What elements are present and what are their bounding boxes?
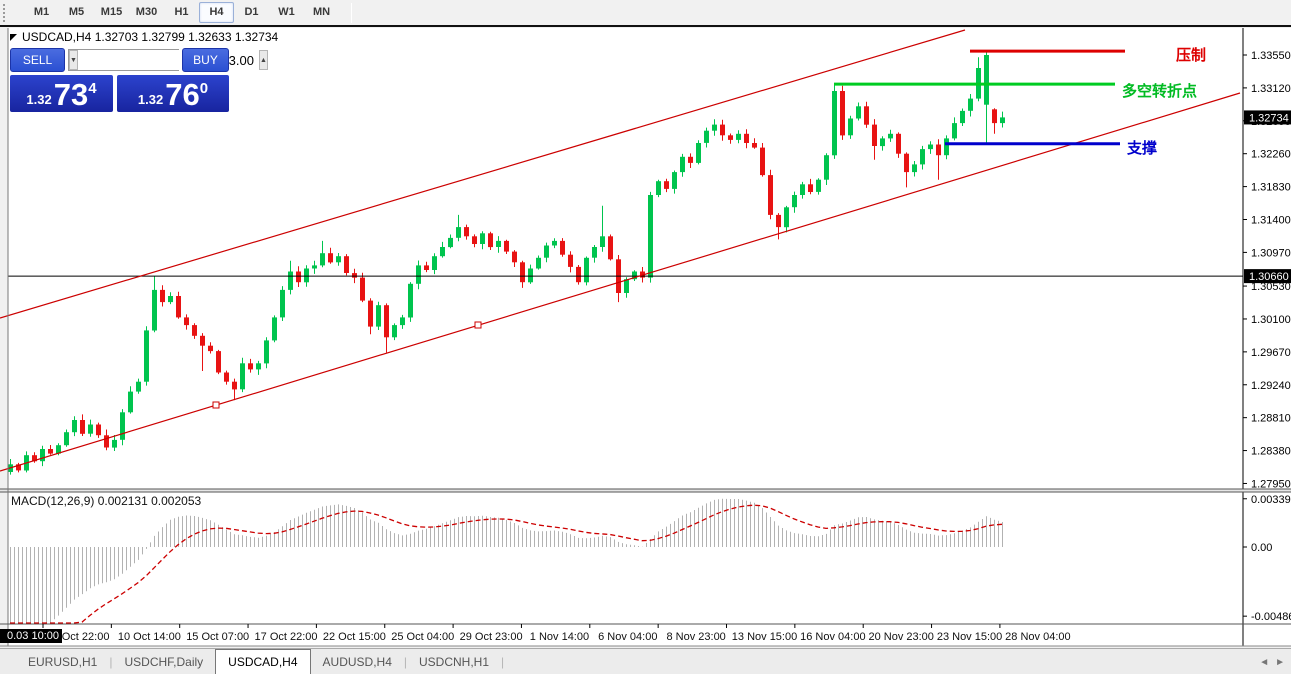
svg-text:1.30660: 1.30660 (1249, 271, 1289, 283)
sell-price-pips: 73 (53, 77, 89, 112)
svg-text:1.29240: 1.29240 (1251, 380, 1291, 392)
svg-text:1.28380: 1.28380 (1251, 446, 1291, 458)
svg-text:16 Nov 04:00: 16 Nov 04:00 (800, 631, 865, 643)
sell-price-point: 4 (88, 80, 97, 97)
timeframe-button-h4-active[interactable]: H4 (199, 2, 234, 23)
svg-text:25 Oct 04:00: 25 Oct 04:00 (391, 631, 454, 643)
svg-text:5 Oct 22:00: 5 Oct 22:00 (53, 631, 110, 643)
sell-button[interactable]: SELL (10, 48, 65, 72)
time-axis[interactable]: 5 Oct 22:00 10 Oct 14:00 15 Oct 07:00 17 Oc… (42, 624, 1071, 643)
pivot-label[interactable]: 多空转折点 (1122, 82, 1198, 100)
macd-signal-value: 0.002053 (151, 494, 202, 508)
svg-text:1.31400: 1.31400 (1251, 214, 1291, 226)
tab-usdchf-daily[interactable]: USDCHF,Daily (124, 655, 204, 669)
trend-channel-lines[interactable] (0, 29, 1241, 472)
svg-text:28 Nov 04:00: 28 Nov 04:00 (1005, 631, 1070, 643)
toolbar-separator (351, 2, 352, 23)
svg-text:1.28810: 1.28810 (1251, 413, 1291, 425)
timeframe-button-mn[interactable]: MN (312, 6, 331, 18)
price-axis[interactable]: 1.335501.331201.326901.322601.318301.314… (1242, 28, 1291, 646)
timeframe-button-m30[interactable]: M30 (135, 6, 158, 18)
tab-scroll-left-icon[interactable]: ◄ (1259, 657, 1270, 668)
current-price-box (1244, 110, 1291, 125)
tab-scroll-right-icon[interactable]: ► (1275, 657, 1285, 668)
timeframe-toolbar: M1 M5 M15 M30 H1 H4 D1 W1 MN (0, 0, 1291, 27)
svg-text:17 Oct 22:00: 17 Oct 22:00 (255, 631, 318, 643)
svg-text:1.30530: 1.30530 (1251, 281, 1291, 293)
resistance-label[interactable]: 压制 (1176, 46, 1207, 64)
macd-signal-line (10, 504, 1003, 624)
svg-text:-0.004862: -0.004862 (1251, 611, 1291, 623)
time-axis-marker: 0.03 10:00 (0, 629, 62, 643)
support-label[interactable]: 支撑 (1127, 139, 1158, 157)
svg-text:15 Oct 07:00: 15 Oct 07:00 (186, 631, 249, 643)
buy-price-prefix: 1.32 (137, 92, 164, 107)
svg-text:22 Oct 15:00: 22 Oct 15:00 (323, 631, 386, 643)
timeframe-button-m5[interactable]: M5 (68, 6, 85, 18)
one-click-trading-panel: SELL ▼ ▲ BUY 1.32 73 4 1.32 76 0 (10, 46, 268, 112)
tab-audusd-h4[interactable]: AUDUSD,H4 (322, 655, 392, 669)
level-lines[interactable] (834, 49, 1125, 146)
timeframe-button-w1[interactable]: W1 (278, 6, 295, 18)
chart-tab-bar: EURUSD,H1 | USDCHF,Daily USDCAD,H4 AUDUS… (0, 648, 1291, 674)
timeframe-button-m1[interactable]: M1 (33, 6, 50, 18)
macd-indicator-label: MACD(12,26,9) 0.002131 0.002053 (11, 494, 201, 508)
svg-text:6 Nov 04:00: 6 Nov 04:00 (598, 631, 657, 643)
macd-histogram (10, 498, 1003, 623)
tab-eurusd-h1[interactable]: EURUSD,H1 (28, 655, 98, 669)
svg-text:1.32260: 1.32260 (1251, 149, 1291, 161)
svg-text:20 Nov 23:00: 20 Nov 23:00 (868, 631, 933, 643)
svg-text:1.30100: 1.30100 (1251, 314, 1291, 326)
svg-text:1.27950: 1.27950 (1251, 478, 1291, 490)
price-chart[interactable]: 1.335501.331201.326901.322601.318301.314… (0, 0, 1291, 648)
svg-text:10 Oct 14:00: 10 Oct 14:00 (118, 631, 181, 643)
svg-text:1.31830: 1.31830 (1251, 182, 1291, 194)
macd-name: MACD(12,26,9) (11, 494, 95, 508)
macd-value: 0.002131 (97, 494, 148, 508)
volume-increase-icon[interactable]: ▲ (258, 50, 268, 70)
level-price-box (1244, 269, 1291, 284)
timeframe-button-d1[interactable]: D1 (244, 6, 259, 18)
volume-decrease-icon[interactable]: ▼ (69, 50, 78, 70)
svg-text:1.33550: 1.33550 (1251, 50, 1291, 62)
svg-text:1.30970: 1.30970 (1251, 247, 1291, 259)
svg-text:1.32734: 1.32734 (1249, 112, 1289, 124)
svg-text:29 Oct 23:00: 29 Oct 23:00 (460, 631, 523, 643)
candle-bodies (8, 55, 1005, 472)
tab-usdcnh-h1[interactable]: USDCNH,H1 (419, 655, 490, 669)
collapse-triangle-icon[interactable] (10, 34, 17, 42)
buy-button[interactable]: BUY (182, 48, 229, 72)
svg-text:1.29670: 1.29670 (1251, 347, 1291, 359)
volume-spinner: ▼ ▲ (68, 49, 268, 71)
svg-text:8 Nov 23:00: 8 Nov 23:00 (666, 631, 725, 643)
chart-ohlc-quotes: 1.32703 1.32799 1.32633 1.32734 (94, 30, 279, 44)
macd-axis[interactable]: 0.003391 0.00 -0.004862 (1243, 494, 1291, 623)
timeframe-button-h1[interactable]: H1 (174, 6, 189, 18)
svg-text:0.00: 0.00 (1251, 542, 1272, 554)
svg-text:0.003391: 0.003391 (1251, 494, 1291, 506)
buy-price-display[interactable]: 1.32 76 0 (117, 75, 229, 112)
chart-title: USDCAD,H4 1.32703 1.32799 1.32633 1.3273… (10, 30, 278, 44)
chart-symbol-period: USDCAD,H4 (22, 30, 92, 44)
chart-background[interactable] (8, 28, 1291, 646)
buy-price-pips: 76 (165, 77, 200, 112)
timeframe-button-m15[interactable]: M15 (100, 6, 123, 18)
volume-input[interactable] (77, 50, 259, 70)
svg-text:23 Nov 15:00: 23 Nov 15:00 (937, 631, 1002, 643)
svg-text:13 Nov 15:00: 13 Nov 15:00 (732, 631, 797, 643)
tab-usdcad-h4-active[interactable]: USDCAD,H4 (215, 649, 311, 674)
toolbar-grip-handle[interactable] (3, 3, 7, 22)
buy-price-point: 0 (199, 80, 209, 97)
svg-text:1.33120: 1.33120 (1251, 83, 1291, 95)
sell-price-display[interactable]: 1.32 73 4 (10, 75, 113, 112)
sell-price-prefix: 1.32 (26, 92, 52, 107)
svg-text:1 Nov 14:00: 1 Nov 14:00 (530, 631, 589, 643)
